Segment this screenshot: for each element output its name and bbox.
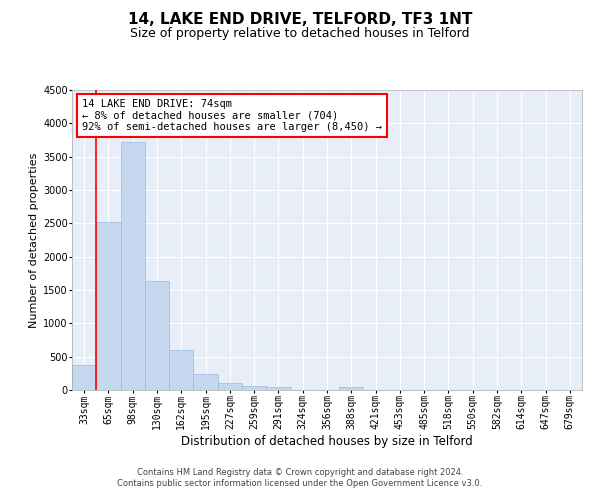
Y-axis label: Number of detached properties: Number of detached properties (29, 152, 39, 328)
Text: 14, LAKE END DRIVE, TELFORD, TF3 1NT: 14, LAKE END DRIVE, TELFORD, TF3 1NT (128, 12, 472, 28)
Bar (339, 386, 364, 390)
Text: 14 LAKE END DRIVE: 74sqm
← 8% of detached houses are smaller (704)
92% of semi-d: 14 LAKE END DRIVE: 74sqm ← 8% of detache… (82, 99, 382, 132)
Bar (242, 386, 266, 390)
Bar (72, 364, 96, 390)
Text: Contains HM Land Registry data © Crown copyright and database right 2024.
Contai: Contains HM Land Registry data © Crown c… (118, 468, 482, 487)
Bar (121, 142, 145, 390)
Bar (169, 350, 193, 390)
Bar (145, 280, 169, 390)
Bar (266, 386, 290, 390)
Bar (218, 384, 242, 390)
Text: Size of property relative to detached houses in Telford: Size of property relative to detached ho… (130, 28, 470, 40)
X-axis label: Distribution of detached houses by size in Telford: Distribution of detached houses by size … (181, 435, 473, 448)
Bar (96, 222, 121, 390)
Bar (193, 374, 218, 390)
